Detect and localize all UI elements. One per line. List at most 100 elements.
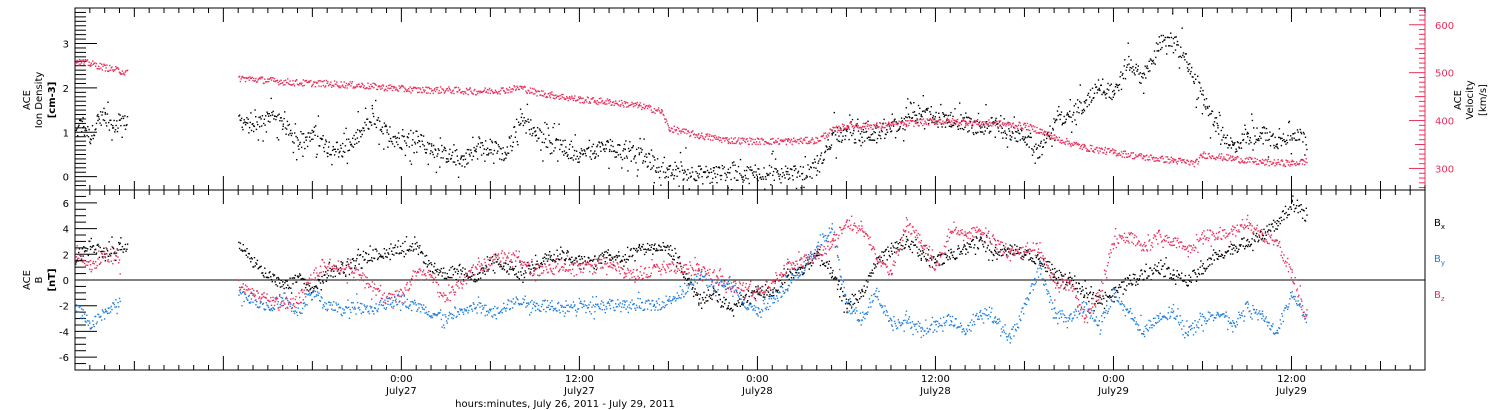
data-point bbox=[555, 97, 558, 99]
data-point bbox=[895, 121, 897, 123]
data-point bbox=[772, 288, 774, 291]
data-point bbox=[1237, 156, 1239, 158]
data-point bbox=[709, 294, 711, 296]
data-point bbox=[315, 81, 317, 83]
data-point bbox=[421, 251, 423, 254]
data-point bbox=[718, 167, 721, 169]
data-point bbox=[781, 283, 784, 286]
data-point bbox=[116, 130, 119, 133]
data-point bbox=[864, 125, 866, 128]
data-point bbox=[256, 263, 258, 265]
data-point bbox=[543, 260, 545, 262]
data-point bbox=[1075, 142, 1077, 144]
data-point bbox=[289, 80, 291, 82]
data-point bbox=[354, 143, 356, 145]
data-point bbox=[1189, 161, 1192, 163]
data-point bbox=[293, 277, 296, 279]
data-point bbox=[876, 263, 879, 265]
data-point bbox=[95, 62, 98, 65]
data-point bbox=[432, 153, 434, 156]
data-point bbox=[506, 146, 508, 148]
data-point bbox=[1046, 261, 1048, 263]
data-point bbox=[749, 137, 751, 139]
data-point bbox=[432, 272, 434, 274]
data-point bbox=[643, 103, 645, 106]
data-point bbox=[335, 265, 337, 267]
data-point bbox=[566, 252, 568, 254]
data-point bbox=[471, 272, 474, 274]
data-point bbox=[939, 119, 942, 121]
data-point bbox=[1077, 99, 1079, 101]
data-point bbox=[943, 115, 945, 118]
data-point bbox=[867, 120, 869, 122]
data-point bbox=[740, 174, 742, 177]
data-point bbox=[345, 85, 347, 87]
data-point bbox=[673, 125, 675, 128]
data-point bbox=[795, 141, 797, 143]
data-point bbox=[742, 303, 744, 305]
data-point bbox=[979, 120, 981, 123]
data-point bbox=[605, 250, 607, 253]
data-point bbox=[757, 293, 759, 296]
data-point bbox=[536, 127, 539, 129]
data-point bbox=[841, 300, 843, 302]
data-point bbox=[1157, 43, 1159, 45]
data-point bbox=[530, 268, 532, 270]
data-point bbox=[885, 122, 887, 124]
data-point bbox=[272, 77, 274, 79]
data-point bbox=[355, 131, 357, 134]
data-point bbox=[1193, 165, 1195, 168]
data-point bbox=[775, 139, 777, 142]
data-point bbox=[975, 119, 977, 122]
data-point bbox=[905, 240, 908, 243]
data-point bbox=[974, 253, 977, 255]
data-point bbox=[1098, 147, 1100, 149]
data-point bbox=[331, 268, 333, 270]
data-point bbox=[459, 263, 461, 266]
data-point bbox=[1054, 120, 1057, 122]
data-point bbox=[1195, 106, 1197, 109]
data-point bbox=[1114, 92, 1116, 95]
data-point bbox=[443, 277, 446, 280]
data-point bbox=[632, 254, 634, 257]
data-point bbox=[785, 143, 787, 146]
data-point bbox=[946, 117, 948, 120]
data-point bbox=[260, 265, 262, 267]
data-point bbox=[730, 137, 733, 139]
data-point bbox=[331, 84, 333, 87]
data-point bbox=[797, 268, 799, 270]
data-point bbox=[1110, 83, 1112, 85]
data-point bbox=[799, 266, 801, 269]
data-point bbox=[842, 290, 844, 293]
data-point bbox=[479, 271, 481, 274]
data-point bbox=[1015, 130, 1017, 133]
data-point bbox=[366, 261, 368, 264]
data-point bbox=[1272, 161, 1274, 164]
data-point bbox=[807, 142, 809, 145]
data-point bbox=[452, 161, 454, 163]
data-point bbox=[659, 249, 661, 251]
data-point bbox=[1273, 144, 1275, 147]
data-point bbox=[737, 300, 739, 302]
data-point bbox=[907, 113, 910, 115]
data-point bbox=[988, 249, 991, 251]
data-point bbox=[891, 113, 893, 115]
data-point bbox=[415, 248, 417, 250]
data-point bbox=[791, 143, 793, 146]
data-point bbox=[1247, 158, 1250, 160]
data-point bbox=[813, 252, 816, 255]
data-point bbox=[298, 143, 301, 146]
data-point bbox=[379, 256, 381, 258]
data-point bbox=[672, 169, 674, 171]
data-point bbox=[526, 92, 529, 94]
data-point bbox=[840, 128, 842, 130]
data-point bbox=[638, 153, 640, 156]
data-point bbox=[837, 140, 839, 142]
data-point bbox=[1012, 132, 1014, 134]
data-point bbox=[1097, 89, 1099, 91]
data-point bbox=[609, 138, 612, 141]
data-point bbox=[912, 120, 914, 122]
data-point bbox=[271, 280, 273, 283]
data-point bbox=[563, 252, 565, 254]
data-point bbox=[975, 132, 978, 135]
